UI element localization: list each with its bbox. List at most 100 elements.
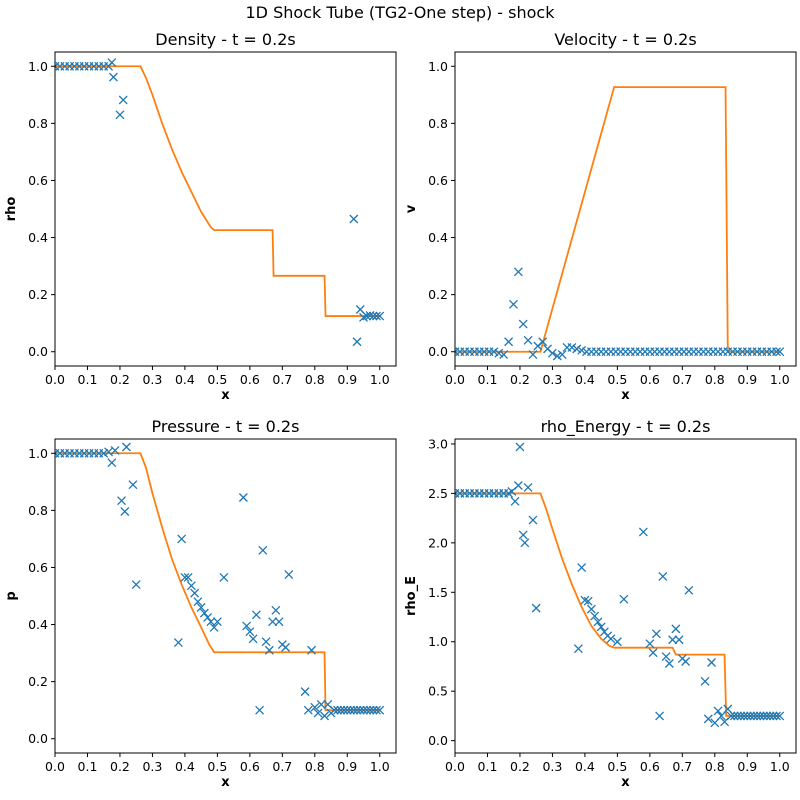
pressure-data-point — [303, 705, 313, 715]
rho-energy-data-point — [612, 637, 622, 647]
pressure-data-point — [238, 493, 248, 502]
velocity-data-point — [775, 347, 785, 357]
pressure-data-point — [346, 705, 355, 715]
density-y-axis-label: rho — [4, 197, 19, 222]
density-title: Density - t = 0.2s — [155, 30, 295, 49]
rho-energy-data-point — [716, 711, 726, 721]
rho-energy-data-point — [746, 711, 755, 721]
velocity-title: Velocity - t = 0.2s — [554, 30, 696, 49]
rho-energy-data-point — [661, 652, 671, 662]
velocity-y-tick-label: 0.4 — [428, 230, 448, 245]
pressure-x-tick-label: 0.5 — [207, 759, 227, 774]
density-data-point — [362, 311, 372, 321]
rho-energy-y-tick-label: 0.5 — [428, 684, 448, 699]
pressure-panel: Pressure - t = 0.2s 0.0 0.1 0.2 0.3 0.4 0.5 0.6… — [4, 417, 397, 790]
rho-energy-data-point — [658, 572, 668, 581]
rho-energy-data-point — [645, 639, 655, 649]
rho-energy-y-tick-label: 1.0 — [428, 634, 448, 649]
rho-energy-data-point — [580, 595, 590, 605]
pressure-data-point — [284, 570, 294, 580]
density-x-axis-label: x — [221, 388, 230, 403]
pressure-x-tick-label: 1.0 — [370, 759, 390, 774]
pressure-data-point — [300, 687, 310, 697]
density-y-tick-label: 0.8 — [28, 116, 48, 131]
rho-energy-data-point — [510, 496, 520, 506]
density-axes-frame — [54, 51, 397, 367]
rho-energy-data-point — [664, 659, 674, 668]
rho-energy-data-point — [513, 481, 523, 490]
density-x-tick-label: 0.0 — [45, 372, 65, 387]
rho-energy-data-point — [775, 711, 785, 721]
rho-energy-data-point — [586, 604, 596, 614]
rho-energy-data-point — [752, 711, 762, 721]
velocity-data-point — [518, 319, 528, 329]
velocity-data-point — [499, 350, 509, 360]
rho-energy-data-point — [736, 711, 746, 721]
rho-energy-x-tick-label: 0.5 — [607, 759, 627, 774]
rho-energy-x-tick-label: 0.3 — [542, 759, 562, 774]
velocity-y-tick-label: 0.6 — [428, 173, 448, 188]
pressure-y-tick-label: 0.6 — [28, 560, 48, 575]
pressure-x-tick-label: 0.0 — [45, 759, 65, 774]
pressure-x-tick-label: 0.6 — [240, 759, 260, 774]
pressure-data-point — [342, 705, 352, 715]
rho-energy-data-point — [523, 483, 533, 492]
pressure-data-point — [274, 617, 284, 627]
velocity-reference-line — [455, 86, 780, 353]
density-data-point — [118, 95, 128, 105]
rho-energy-panel: rho_Energy - t = 0.2s 0.0 0.1 0.2 0.3 0.4 0.5 0… — [404, 417, 797, 790]
pressure-data-point — [206, 617, 216, 627]
pressure-data-point — [261, 637, 271, 647]
pressure-data-point — [251, 610, 261, 620]
velocity-y-axis-label: v — [404, 204, 419, 213]
velocity-x-tick-label: 0.0 — [445, 372, 465, 387]
rho-energy-x-tick-label: 0.6 — [640, 759, 660, 774]
pressure-data-point — [255, 705, 265, 715]
velocity-x-tick-label: 0.5 — [607, 372, 627, 387]
rho-energy-data-point — [742, 711, 752, 721]
density-y-tick-label: 0.4 — [28, 230, 48, 245]
rho-energy-data-point — [765, 711, 775, 721]
velocity-data-point — [552, 351, 562, 361]
velocity-x-axis-label: x — [621, 388, 630, 403]
pressure-data-point — [333, 705, 343, 715]
pressure-x-tick-label: 0.8 — [305, 759, 325, 774]
density-x-tick-label: 0.2 — [110, 372, 130, 387]
density-data-point — [375, 311, 385, 321]
velocity-data-point — [567, 342, 577, 352]
pressure-data-point — [365, 705, 375, 715]
rho-energy-data-point — [651, 629, 661, 639]
velocity-axes-frame — [454, 51, 797, 367]
rho-energy-x-axis-label: x — [621, 775, 630, 790]
rho-energy-data-point — [583, 596, 593, 606]
pressure-data-point — [271, 605, 281, 615]
pressure-data-point — [99, 448, 109, 458]
rho-energy-data-point — [726, 711, 736, 721]
velocity-x-tick-label: 0.7 — [672, 372, 692, 387]
velocity-x-tick-label: 0.3 — [542, 372, 562, 387]
rho-energy-data-point — [619, 594, 629, 604]
density-data-point — [115, 110, 125, 120]
pressure-data-point — [173, 638, 183, 647]
rho-energy-data-point — [590, 611, 600, 621]
rho-energy-data-point — [733, 711, 743, 721]
pressure-data-point — [131, 580, 141, 590]
velocity-data-point — [577, 345, 587, 355]
pressure-data-point — [352, 705, 362, 715]
rho-energy-data-point — [749, 711, 759, 721]
velocity-x-tick-label: 0.2 — [510, 372, 530, 387]
pressure-data-point — [203, 612, 213, 622]
pressure-data-point — [336, 705, 346, 715]
rho-energy-data-point — [755, 711, 765, 721]
velocity-data-point — [538, 337, 548, 347]
rho-energy-data-point — [671, 624, 681, 634]
rho-energy-y-tick-label: 1.5 — [428, 585, 448, 600]
pressure-markers — [55, 442, 385, 721]
rho-energy-data-point — [713, 706, 723, 716]
density-data-point — [107, 58, 117, 68]
density-panel: Density - t = 0.2s 0.0 0.1 0.2 0.3 0.4 0.5 0.6 0… — [4, 30, 397, 403]
rho-energy-x-tick-label: 0.8 — [705, 759, 725, 774]
pressure-data-point — [209, 622, 219, 632]
density-x-tick-label: 0.3 — [142, 372, 162, 387]
